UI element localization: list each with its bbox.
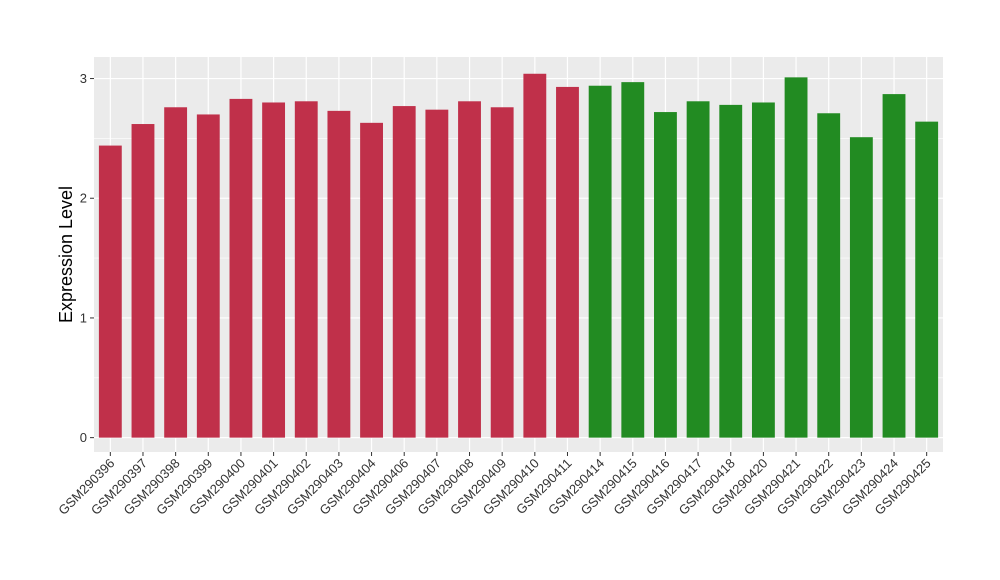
bar: [425, 109, 449, 438]
y-axis-title: Expression Level: [56, 186, 76, 323]
bar: [458, 101, 481, 438]
bar: [817, 113, 841, 438]
y-tick-label: 0: [80, 430, 87, 445]
bar: [751, 102, 775, 438]
plot-panel: [94, 57, 943, 452]
bar: [621, 82, 645, 438]
x-axis: GSM290396GSM290397GSM290398GSM290399GSM2…: [55, 452, 934, 518]
bar: [229, 98, 253, 438]
bar: [490, 107, 514, 438]
y-tick-label: 2: [80, 191, 87, 206]
bar: [196, 114, 220, 438]
bar: [327, 110, 351, 438]
bar: [262, 102, 286, 438]
bar: [882, 94, 906, 438]
bar: [98, 145, 122, 438]
y-tick-label: 3: [80, 71, 87, 86]
bars: [98, 73, 939, 438]
bar: [686, 101, 710, 438]
bar: [360, 122, 383, 438]
bar: [588, 85, 612, 438]
bar: [849, 137, 873, 438]
bar: [654, 112, 677, 438]
bar: [164, 107, 188, 438]
bar: [719, 104, 743, 438]
y-axis: 0 1 2 3: [80, 71, 94, 445]
y-tick-label: 1: [80, 310, 87, 325]
bar: [556, 86, 579, 438]
bar: [784, 77, 808, 438]
bar: [392, 106, 416, 438]
bar: [294, 101, 318, 438]
bar: [523, 73, 547, 438]
bar: [915, 121, 939, 438]
bar: [131, 124, 155, 438]
